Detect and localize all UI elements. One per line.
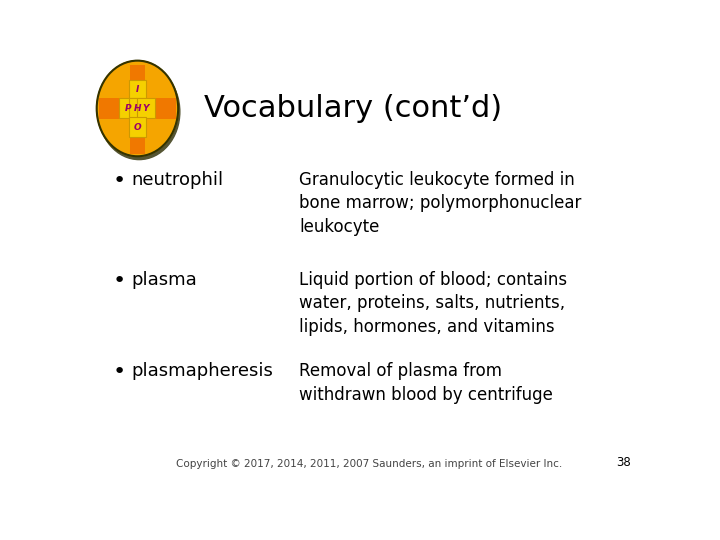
Text: Vocabulary (cont’d): Vocabulary (cont’d)	[204, 94, 503, 123]
Text: neutrophil: neutrophil	[132, 171, 224, 189]
Text: Y: Y	[143, 104, 149, 113]
FancyBboxPatch shape	[128, 80, 146, 100]
Text: Liquid portion of blood; contains
water, proteins, salts, nutrients,
lipids, hor: Liquid portion of blood; contains water,…	[300, 271, 567, 336]
Text: O: O	[134, 123, 141, 132]
Text: •: •	[112, 362, 125, 382]
Ellipse shape	[96, 60, 178, 156]
FancyBboxPatch shape	[130, 63, 145, 154]
FancyBboxPatch shape	[99, 98, 176, 119]
Text: •: •	[112, 271, 125, 291]
Text: H: H	[134, 104, 141, 113]
Text: Removal of plasma from
withdrawn blood by centrifuge: Removal of plasma from withdrawn blood b…	[300, 362, 553, 404]
Text: •: •	[112, 171, 125, 191]
Text: Granulocytic leukocyte formed in
bone marrow; polymorphonuclear
leukocyte: Granulocytic leukocyte formed in bone ma…	[300, 171, 582, 236]
Text: plasmapheresis: plasmapheresis	[132, 362, 274, 380]
Text: P: P	[125, 104, 131, 113]
Text: 38: 38	[616, 456, 631, 469]
FancyBboxPatch shape	[119, 98, 137, 118]
FancyBboxPatch shape	[137, 98, 155, 118]
Ellipse shape	[99, 64, 180, 160]
FancyBboxPatch shape	[128, 117, 146, 137]
Text: I: I	[136, 85, 139, 94]
FancyBboxPatch shape	[128, 98, 146, 118]
Text: Copyright © 2017, 2014, 2011, 2007 Saunders, an imprint of Elsevier Inc.: Copyright © 2017, 2014, 2011, 2007 Saund…	[176, 459, 562, 469]
Text: plasma: plasma	[132, 271, 197, 288]
